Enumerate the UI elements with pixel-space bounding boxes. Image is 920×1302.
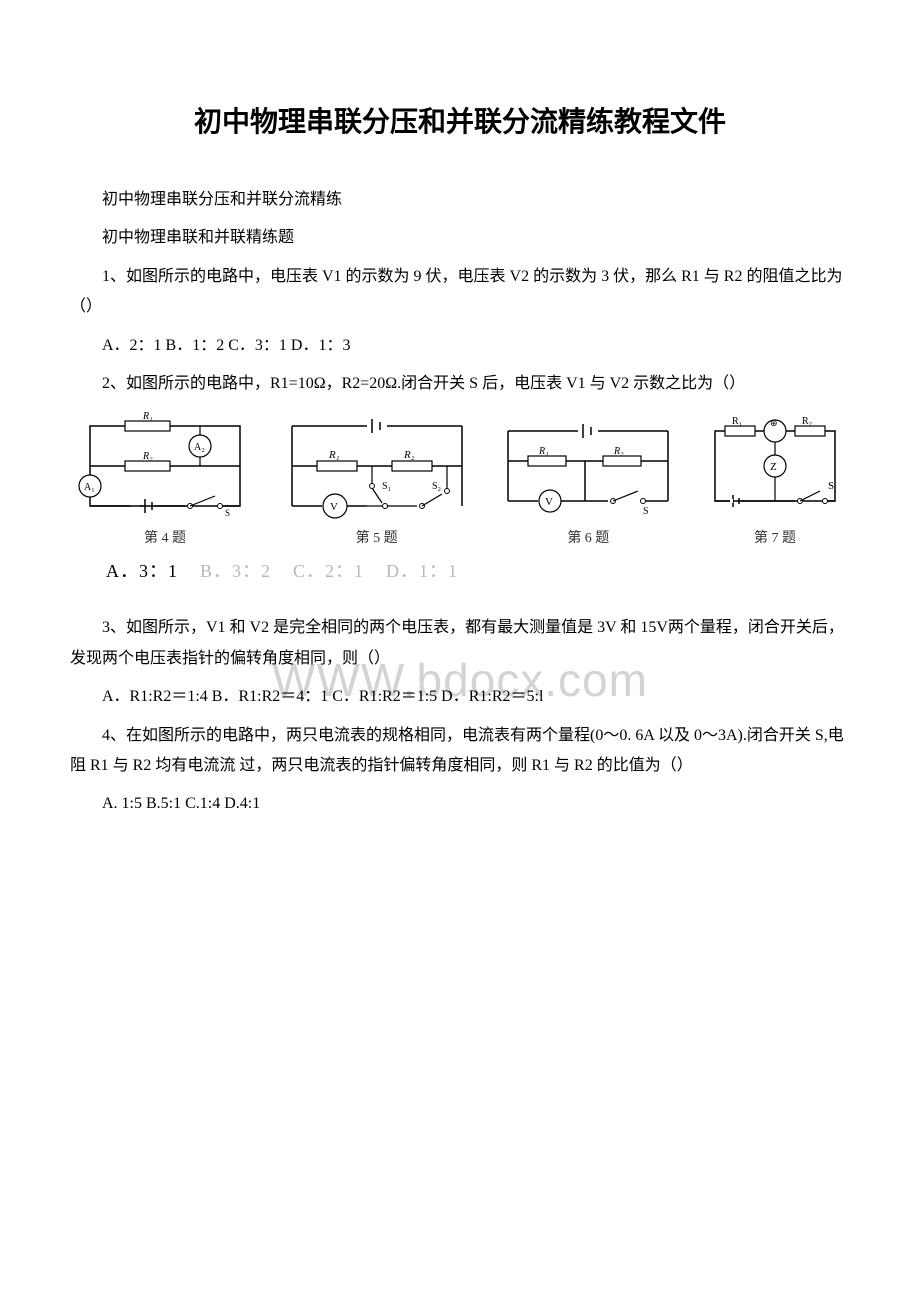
- svg-text:Z: Z: [770, 461, 777, 473]
- svg-text:S: S: [828, 480, 834, 492]
- subtitle-1: 初中物理串联分压和并联分流精练: [70, 185, 850, 215]
- figure-6: R₁ R₂ V S 第 6 题: [493, 411, 683, 547]
- option-c: C．2：1: [293, 561, 364, 581]
- svg-text:R₁: R₁: [538, 446, 549, 457]
- svg-text:S: S: [643, 506, 649, 517]
- svg-text:S₁: S₁: [382, 481, 391, 492]
- question-1-options: A．2：1 B．1：2 C．3：1 D．1：3: [70, 331, 850, 361]
- question-4-options: A. 1:5 B.5:1 C.1:4 D.4:1: [70, 789, 850, 819]
- svg-text:R₂: R₂: [142, 451, 153, 462]
- circuit-5-svg: R₁ R₂ V S₁ S₂: [277, 411, 477, 521]
- figure-6-caption: 第 6 题: [567, 527, 609, 547]
- svg-text:S₂: S₂: [432, 481, 441, 492]
- question-2-text: 2、如图所示的电路中，R1=10Ω，R2=20Ω.闭合开关 S 后，电压表 V1…: [70, 369, 850, 399]
- figure-4-caption: 第 4 题: [144, 527, 186, 547]
- figure-4: R₁ R₂ A₂ A₁ S: [70, 411, 260, 547]
- svg-text:R₂: R₂: [613, 446, 624, 457]
- svg-text:R₂: R₂: [802, 416, 812, 427]
- figure-7: R₁ ⊕ R₂ Z S 第 7 题: [700, 411, 850, 547]
- svg-text:S: S: [225, 508, 230, 518]
- question-2-options: A．3：1 B．3：2 C．2：1 D．1：1: [70, 557, 850, 583]
- option-a: A．3：1: [106, 561, 178, 581]
- svg-text:⊕: ⊕: [770, 418, 778, 428]
- figure-5: R₁ R₂ V S₁ S₂ 第 5 题: [277, 411, 477, 547]
- svg-text:V: V: [330, 501, 338, 513]
- svg-text:A₁: A₁: [84, 482, 95, 493]
- option-b: B．3：2: [200, 561, 271, 581]
- figure-7-caption: 第 7 题: [754, 527, 796, 547]
- circuit-4-svg: R₁ R₂ A₂ A₁ S: [70, 411, 260, 521]
- figures-row: R₁ R₂ A₂ A₁ S: [70, 411, 850, 547]
- question-3-text: 3、如图所示，V1 和 V2 是完全相同的两个电压表，都有最大测量值是 3V 和…: [70, 613, 850, 674]
- svg-text:A₂: A₂: [194, 442, 205, 453]
- subtitle-2: 初中物理串联和并联精练题: [70, 223, 850, 253]
- question-3-options: A．R1:R2＝1:4 B．R1:R2＝4：1 C．R1:R2＝1:5 D．R1…: [70, 682, 850, 712]
- svg-text:R₁: R₁: [142, 411, 153, 422]
- circuit-6-svg: R₁ R₂ V S: [493, 411, 683, 521]
- page-title: 初中物理串联分压和并联分流精练教程文件: [70, 100, 850, 140]
- svg-text:R₁: R₁: [732, 416, 742, 427]
- option-d: D．1：1: [386, 561, 458, 581]
- svg-text:V: V: [545, 496, 553, 508]
- svg-text:R₂: R₂: [403, 449, 415, 461]
- question-1-text: 1、如图所示的电路中，电压表 V1 的示数为 9 伏，电压表 V2 的示数为 3…: [70, 262, 850, 323]
- svg-text:R₁: R₁: [328, 449, 340, 461]
- question-4-text: 4、在如图所示的电路中，两只电流表的规格相同，电流表有两个量程(0～0. 6A …: [70, 721, 850, 782]
- figure-5-caption: 第 5 题: [356, 527, 398, 547]
- circuit-7-svg: R₁ ⊕ R₂ Z S: [700, 411, 850, 521]
